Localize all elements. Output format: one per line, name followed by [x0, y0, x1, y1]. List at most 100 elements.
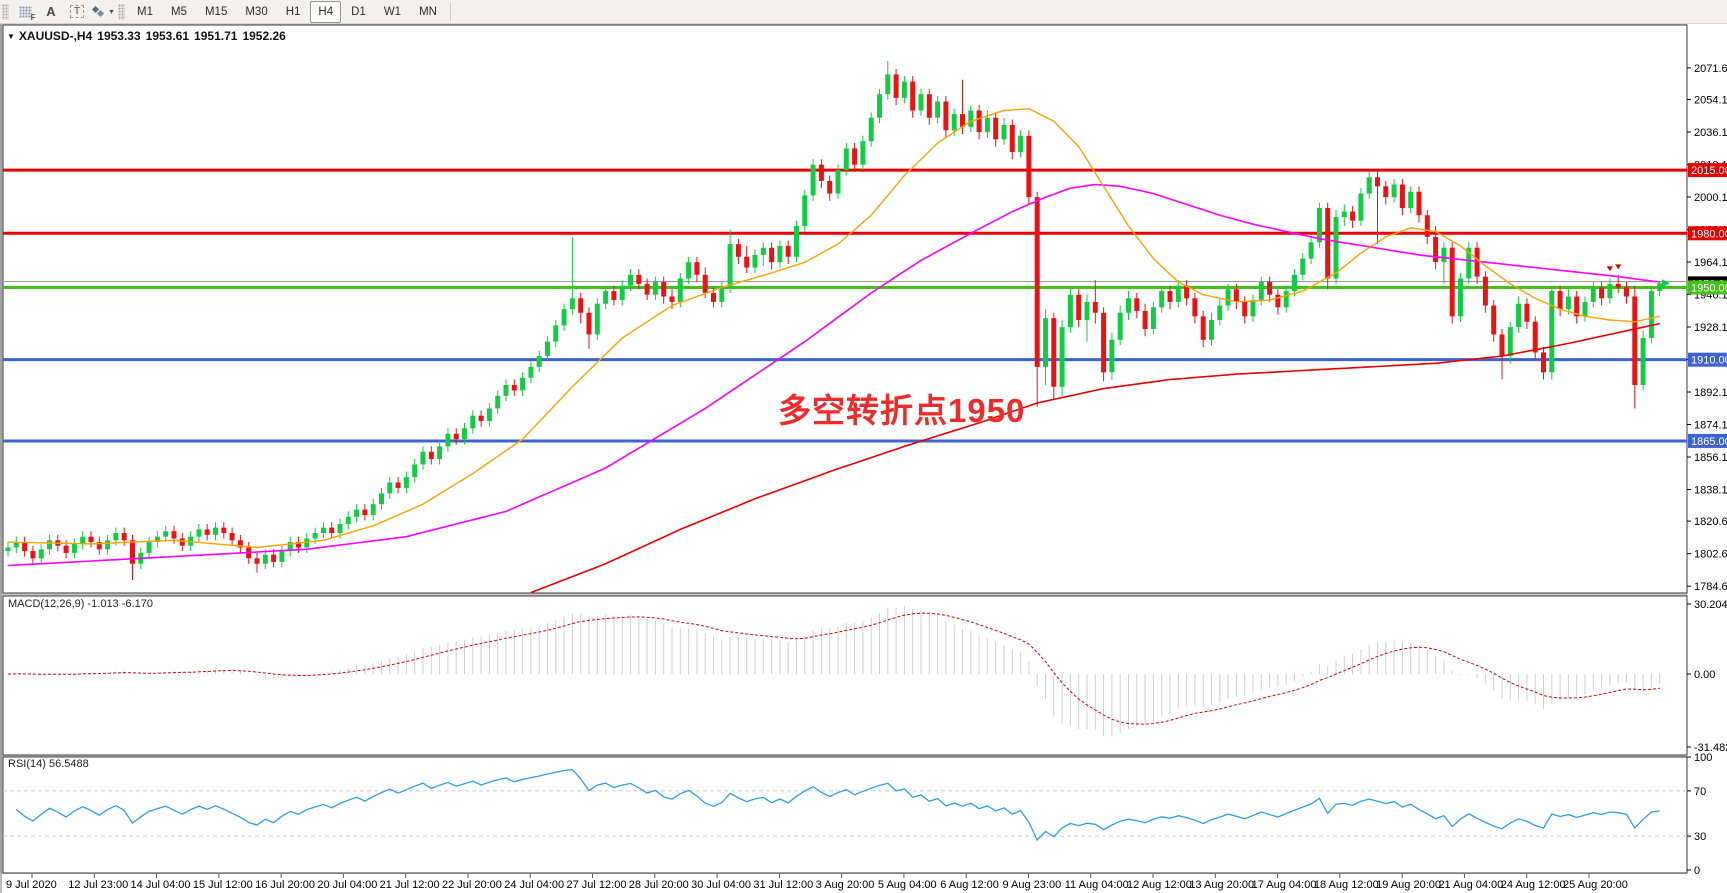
time-tick-label: 20 Jul 04:00 — [317, 879, 377, 891]
grid-f-icon[interactable]: F — [13, 2, 37, 22]
candle-body — [719, 287, 725, 302]
candle-body — [1350, 211, 1356, 221]
timeframe-button-M15[interactable]: M15 — [204, 5, 228, 18]
candle-body — [1101, 312, 1107, 373]
candle-body — [1557, 291, 1563, 310]
candle-body — [105, 540, 111, 550]
candle-body — [1565, 296, 1571, 310]
candle-body — [80, 536, 86, 544]
timeframe-button-MN[interactable]: MN — [419, 5, 437, 18]
price-level-label — [1688, 226, 1727, 241]
candle-body — [1051, 318, 1057, 387]
candle-body — [810, 164, 816, 196]
toolbar-drag-handle[interactable] — [2, 3, 9, 20]
toolbar-drag-handle[interactable] — [118, 3, 125, 20]
candle-body — [1391, 184, 1397, 198]
candle-body — [1341, 211, 1347, 218]
candle-body — [495, 395, 501, 409]
time-tick-label: 25 Aug 20:00 — [1563, 879, 1628, 891]
time-tick-label: 19 Aug 20:00 — [1376, 879, 1441, 891]
candle-body — [1167, 291, 1173, 302]
candle-body — [362, 509, 368, 515]
candle-body — [254, 558, 260, 564]
candle-body — [503, 384, 509, 396]
candle-body — [818, 164, 824, 181]
candle-body — [1067, 294, 1073, 328]
timeframe-button-M1[interactable]: M1 — [137, 5, 153, 18]
candle-body — [611, 291, 617, 301]
candle-body — [1209, 319, 1214, 340]
candle-body — [1034, 197, 1040, 367]
candle-body — [47, 540, 52, 550]
timeframe-button-W1[interactable]: W1 — [383, 5, 402, 18]
candle-body — [71, 543, 77, 553]
candle-body — [1524, 303, 1530, 322]
timeframe-button-H1[interactable]: H1 — [285, 5, 301, 18]
time-tick-label: 12 Jul 23:00 — [68, 879, 128, 891]
candle-body — [1599, 287, 1605, 299]
candle-body — [1258, 282, 1264, 301]
timeframe-button-D1[interactable]: D1 — [351, 5, 366, 18]
toolbar-separator — [449, 2, 451, 21]
candle-body — [1441, 247, 1447, 263]
candle-body — [213, 527, 218, 535]
candle-body — [1632, 296, 1638, 385]
chart-canvas[interactable]: 2071.602054.102036.102018.102000.101982.… — [0, 24, 1727, 893]
ma-slow-line — [530, 322, 1660, 594]
candle-body — [1109, 339, 1115, 373]
timeframe-button-M30[interactable]: M30 — [245, 5, 268, 18]
candle-body — [1267, 282, 1273, 295]
price-tick-label: 1928.10 — [1694, 322, 1727, 334]
candle-body — [893, 74, 899, 98]
candle-body — [1300, 258, 1306, 275]
candle-body — [130, 540, 135, 564]
candle-body — [1615, 283, 1621, 288]
price-level-label-text: 2015.00 — [1691, 165, 1727, 177]
time-tick-label: 13 Aug 20:00 — [1189, 879, 1254, 891]
candle-body — [578, 298, 584, 313]
candle-body — [5, 547, 11, 552]
time-tick-label: 17 Aug 04:00 — [1252, 879, 1317, 891]
candle-body — [121, 533, 127, 541]
time-tick-label: 31 Jul 12:00 — [753, 879, 813, 891]
candle-body — [943, 101, 949, 131]
candle-body — [1184, 285, 1190, 299]
timeframe-button-H4[interactable]: H4 — [310, 0, 342, 23]
candle-body — [619, 285, 625, 301]
candle-body — [860, 141, 866, 165]
candle-body — [1250, 300, 1256, 317]
candle-body — [345, 516, 351, 525]
candle-body — [1366, 177, 1372, 194]
candle-body — [337, 524, 343, 534]
candle-body — [329, 527, 335, 534]
text-tool-icon[interactable]: T — [65, 2, 89, 22]
candle-body — [179, 538, 185, 546]
candle-body — [868, 117, 874, 142]
time-axis: 9 Jul 2020 12 Jul 23:00 14 Jul 04:00 15 Jul… — [6, 874, 1628, 891]
font-a-icon[interactable]: A — [46, 4, 56, 19]
candle-body — [1358, 193, 1364, 221]
time-tick-label: 11 Aug 04:00 — [1065, 879, 1129, 891]
candle-body — [1408, 191, 1414, 208]
candle-body — [1607, 283, 1613, 299]
candle-body — [1292, 274, 1297, 292]
price-level-label — [1688, 352, 1727, 367]
candle-body — [976, 110, 982, 133]
time-tick-label: 14 Jul 04:00 — [131, 879, 191, 891]
candle-body — [470, 415, 476, 429]
colors-dropdown-button[interactable]: ▾ — [91, 2, 115, 22]
candle-body — [1092, 301, 1098, 313]
chart-area[interactable]: 2071.602054.102036.102018.102000.101982.… — [0, 24, 1727, 893]
candle-body — [1059, 327, 1065, 387]
candle-body — [1466, 247, 1472, 279]
price-level-label — [1688, 280, 1727, 295]
candle-body — [204, 529, 210, 535]
candle-body — [1192, 298, 1198, 317]
chevron-down-icon: ▾ — [109, 7, 114, 16]
candle-body — [453, 433, 459, 440]
colors-icon — [92, 5, 106, 18]
candle-body — [1316, 207, 1322, 243]
timeframe-button-M5[interactable]: M5 — [170, 5, 187, 18]
candle-body — [146, 542, 152, 553]
candle-body — [237, 540, 243, 548]
